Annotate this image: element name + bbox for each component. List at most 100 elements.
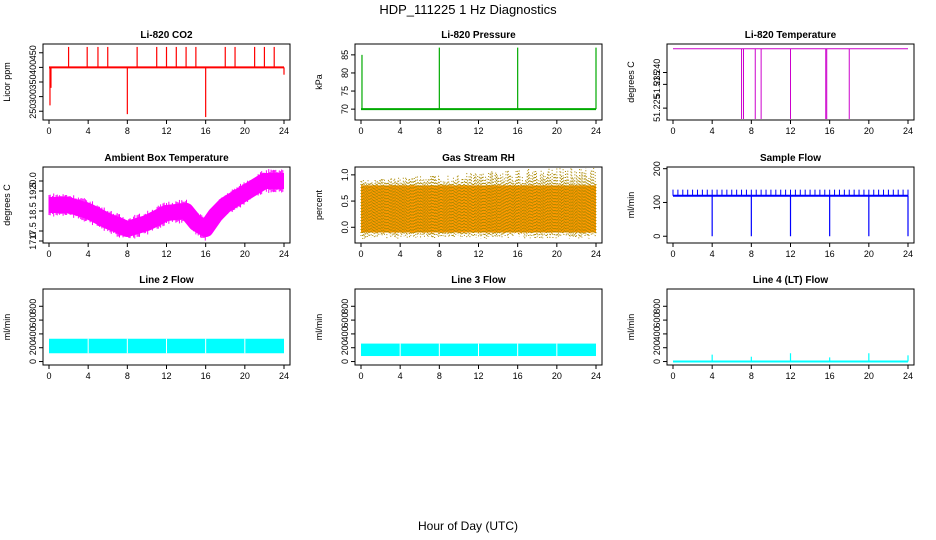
panel-3: Ambient Box Temperature 0 4 8 12 16 20 24 17.017… (2, 153, 291, 259)
x-tick-label: 4 (398, 126, 403, 136)
x-tick-label: 16 (201, 249, 211, 259)
panel-title: Li-820 CO2 (140, 30, 193, 41)
x-tick-label: 12 (473, 371, 483, 381)
x-axis-title: Hour of Day (UTC) (417, 519, 518, 533)
y-tick-label: 19.5 (28, 182, 38, 200)
x-tick-label: 24 (903, 371, 913, 381)
y-tick-label: 400 (340, 326, 350, 341)
y-axis-label: degrees C (2, 184, 12, 226)
x-tick-label: 20 (240, 126, 250, 136)
y-tick-label: 600 (652, 313, 662, 328)
panel-title: Ambient Box Temperature (104, 153, 229, 164)
x-tick-label: 24 (279, 126, 289, 136)
x-tick-label: 12 (161, 371, 171, 381)
x-tick-label: 16 (513, 371, 523, 381)
y-tick-label: 0 (28, 359, 38, 364)
y-axis-label: degrees C (626, 61, 636, 103)
y-tick-label: 0 (652, 234, 662, 239)
x-tick-label: 8 (437, 371, 442, 381)
y-axis-label: ml/min (2, 314, 12, 341)
x-tick-label: 12 (161, 249, 171, 259)
x-tick-label: 8 (125, 249, 130, 259)
y-axis-label: Licor ppm (2, 62, 12, 102)
panel-title: Li-820 Temperature (745, 30, 837, 41)
y-tick-label: 600 (28, 313, 38, 328)
x-tick-label: 24 (591, 371, 601, 381)
x-tick-label: 4 (398, 371, 403, 381)
x-tick-label: 0 (358, 249, 363, 259)
series-group (673, 353, 909, 363)
y-tick-label: 400 (28, 60, 38, 75)
panel-8: Line 4 (LT) Flow 0 4 8 12 16 20 24 0 200400600800… (626, 275, 915, 381)
x-tick-label: 24 (279, 249, 289, 259)
x-tick-label: 8 (749, 249, 754, 259)
y-tick-label: 600 (340, 313, 350, 328)
y-tick-label: 1.0 (340, 169, 350, 182)
x-tick-label: 8 (437, 126, 442, 136)
x-tick-label: 4 (710, 126, 715, 136)
y-tick-label: 250 (28, 104, 38, 119)
y-tick-label: 75 (340, 86, 350, 96)
y-tick-label: 0.5 (340, 195, 350, 208)
y-tick-label: 51.240 (652, 59, 662, 87)
x-tick-label: 16 (201, 371, 211, 381)
x-tick-label: 4 (710, 371, 715, 381)
x-tick-label: 20 (552, 249, 562, 259)
x-tick-label: 0 (358, 126, 363, 136)
y-tick-label: 400 (652, 326, 662, 341)
x-tick-label: 24 (591, 249, 601, 259)
y-tick-label: 85 (340, 50, 350, 60)
x-tick-label: 24 (903, 126, 913, 136)
x-tick-label: 24 (591, 126, 601, 136)
y-tick-label: 400 (28, 326, 38, 341)
y-tick-label: 51.235 (652, 71, 662, 99)
x-tick-label: 12 (473, 249, 483, 259)
y-tick-label: 800 (652, 299, 662, 314)
x-tick-label: 12 (473, 126, 483, 136)
y-tick-label: 800 (28, 299, 38, 314)
panel-4: Gas Stream RH 0 4 8 12 16 20 24 0.0 0.5 1.0 percent (314, 153, 603, 259)
series-group (361, 47, 597, 111)
x-tick-label: 16 (825, 371, 835, 381)
x-tick-label: 16 (201, 126, 211, 136)
panel-5: Sample Flow 0 4 8 12 16 20 24 0 100 200 ml/min (626, 153, 915, 259)
series-group (49, 338, 284, 354)
y-tick-label: 450 (28, 45, 38, 60)
panel-title: Sample Flow (760, 153, 821, 164)
y-tick-label: 0.0 (340, 221, 350, 234)
x-tick-label: 0 (358, 371, 363, 381)
series-group (672, 189, 909, 237)
y-tick-label: 350 (28, 74, 38, 89)
series-group (360, 168, 597, 239)
x-tick-label: 0 (670, 249, 675, 259)
y-tick-label: 0 (340, 359, 350, 364)
x-tick-label: 20 (552, 126, 562, 136)
panel-title: Li-820 Pressure (441, 30, 516, 41)
y-tick-label: 100 (652, 195, 662, 210)
x-tick-label: 4 (86, 249, 91, 259)
x-tick-label: 4 (710, 249, 715, 259)
plot-frame (42, 288, 291, 366)
x-tick-label: 16 (513, 126, 523, 136)
x-tick-label: 16 (825, 126, 835, 136)
y-axis-label: kPa (314, 74, 324, 90)
y-tick-label: 17.0 (28, 232, 38, 250)
x-tick-label: 4 (86, 126, 91, 136)
x-tick-label: 8 (125, 371, 130, 381)
y-tick-label: 18.5 (28, 202, 38, 220)
series-group (673, 48, 908, 119)
x-tick-label: 20 (864, 126, 874, 136)
x-tick-label: 8 (749, 126, 754, 136)
x-tick-label: 24 (903, 249, 913, 259)
panel-1: Li-820 Pressure 0 4 8 12 16 20 24 70 75 80 85 kPa (314, 30, 603, 136)
y-tick-label: 20.0 (28, 172, 38, 190)
x-tick-label: 24 (279, 371, 289, 381)
x-tick-label: 12 (785, 371, 795, 381)
panel-title: Line 4 (LT) Flow (753, 275, 829, 286)
x-tick-label: 16 (825, 249, 835, 259)
page-title: HDP_111225 1 Hz Diagnostics (379, 2, 557, 17)
